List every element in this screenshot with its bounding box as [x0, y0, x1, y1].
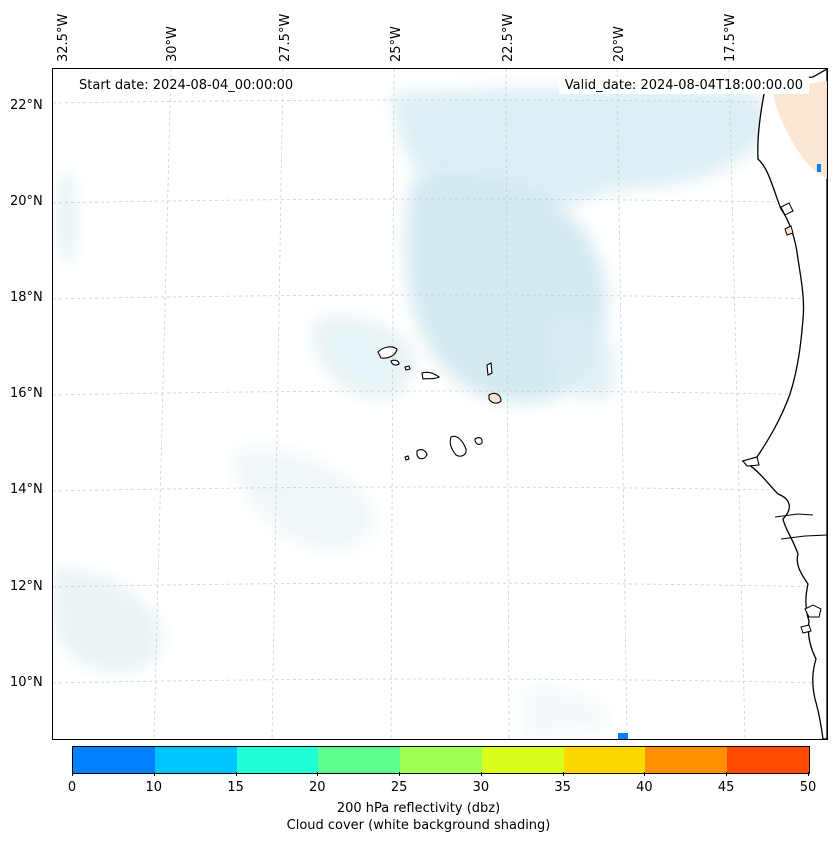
- lon-label-27-5w: 27.5°W: [278, 13, 293, 62]
- colorbar-tick-mark: [399, 772, 401, 776]
- map-panel[interactable]: Start date: 2024-08-04_00:00:00 Valid_da…: [52, 68, 828, 740]
- meridian-27-5w: [271, 69, 284, 739]
- lon-label-30w: 30°W: [165, 26, 180, 62]
- colorbar-ticks: 0 10 15 20 25 30 35 40 45 50: [68, 772, 816, 802]
- reflectivity-cell-coast: [817, 164, 821, 172]
- lon-label-22-5w: 22.5°W: [501, 13, 516, 62]
- colorbar-tick-mark: [153, 772, 155, 776]
- lat-label-20n: 20°N: [10, 194, 43, 209]
- lat-label-22n: 22°N: [10, 98, 43, 113]
- guinea-bissau-islands: [804, 604, 822, 618]
- colorbar-tick-label: 15: [227, 780, 244, 795]
- island-fogo: [416, 449, 428, 460]
- colorbar-tick-mark: [72, 772, 73, 776]
- colorbar-segment-25-30: [400, 747, 482, 773]
- lat-label-18n: 18°N: [10, 290, 43, 305]
- colorbar-tick-label: 25: [390, 780, 408, 795]
- lat-label-12n: 12°N: [10, 579, 43, 594]
- parallel-18n: [53, 294, 827, 300]
- cloud-patch-south-center: [523, 686, 613, 739]
- colorbar-tick-mark: [644, 772, 646, 776]
- colorbar-segment-45-50: [727, 747, 810, 773]
- longitude-labels: 32.5°W 30°W 27.5°W 25°W 22.5°W 20°W 17.5…: [0, 0, 837, 68]
- island-santo-antao: [377, 346, 398, 359]
- island-santiago: [449, 435, 467, 457]
- africa-mainland: [741, 69, 827, 739]
- lon-label-20w: 20°W: [612, 26, 627, 62]
- colorbar-tick-label: 50: [799, 780, 817, 795]
- parallel-22n: [53, 99, 827, 104]
- lon-label-25w: 25°W: [389, 26, 404, 62]
- africa-coastline: [741, 69, 827, 739]
- colorbar-tick-label: 10: [145, 780, 163, 795]
- island-brava: [404, 455, 410, 461]
- meridian-25w: [390, 69, 395, 739]
- gambia-river: [774, 513, 814, 518]
- colorbar-tick-label: 45: [717, 780, 735, 795]
- valid-date-label: Valid_date: 2024-08-04T18:00:00.00: [558, 77, 809, 94]
- casamance-coast: [780, 534, 827, 540]
- reflectivity-returns: [618, 164, 821, 739]
- colorbar-segment-30-35: [481, 747, 564, 773]
- colorbar-tick-label: 0: [67, 780, 77, 795]
- colorbar-segment-20-25: [318, 747, 401, 773]
- cloud-patch-east: [549, 317, 615, 400]
- colorbar-segment-40-45: [645, 747, 728, 773]
- cloud-band-central-west: [313, 315, 416, 399]
- parallel-12n: [53, 582, 827, 588]
- island-boa-vista: [488, 392, 502, 404]
- lon-label-32-5w: 32.5°W: [56, 13, 71, 62]
- graticule: [53, 69, 827, 739]
- lon-label-17-5w: 17.5°W: [723, 13, 738, 62]
- colorbar-tick-mark: [726, 772, 728, 776]
- meridian-20w: [616, 69, 628, 739]
- colorbar-tick-mark: [480, 772, 482, 776]
- meridian-17-5w: [728, 69, 746, 739]
- colorbar-label: 200 hPa reflectivity (dbz): [336, 801, 501, 816]
- parallel-16n: [53, 390, 827, 396]
- colorbar-tick-label: 40: [636, 780, 653, 795]
- cape-verde-islands: [377, 346, 502, 461]
- parallel-10n: [53, 678, 827, 684]
- island-sao-nicolau: [421, 371, 441, 380]
- colorbar-tick-label: 20: [309, 780, 326, 795]
- parallel-20n: [53, 198, 827, 204]
- colorbar-tick-mark: [808, 772, 809, 776]
- colorbar-tick-label: 30: [472, 780, 490, 795]
- coast-islet-b: [784, 225, 794, 236]
- reflectivity-cell-south: [618, 733, 628, 739]
- colorbar-tick-label: 35: [554, 780, 571, 795]
- colorbar-segment-0-10: [73, 747, 155, 773]
- meridian-30w: [153, 69, 172, 739]
- island-sal: [486, 362, 493, 376]
- dakar-peninsula: [742, 456, 760, 467]
- island-santa-luzia: [404, 365, 411, 371]
- colorbar-sublabel: Cloud cover (white background shading): [286, 818, 551, 833]
- colorbar-tick-mark: [562, 772, 564, 776]
- parallel-14n: [53, 486, 827, 492]
- lat-label-16n: 16°N: [10, 386, 43, 401]
- meridian-22-5w: [505, 69, 510, 739]
- island-sao-vicente: [390, 359, 400, 366]
- start-date-label: Start date: 2024-08-04_00:00:00: [73, 77, 300, 94]
- coast-islet-a: [780, 202, 794, 216]
- lat-label-10n: 10°N: [10, 675, 43, 690]
- reflectivity-colorbar: [72, 746, 810, 774]
- cloud-strip-west: [59, 169, 74, 264]
- map-canvas: [53, 69, 827, 739]
- colorbar-segment-10-15: [154, 747, 237, 773]
- cloud-band-south: [233, 447, 375, 552]
- colorbar-segment-35-40: [563, 747, 646, 773]
- colorbar-tick-mark: [317, 772, 319, 776]
- colorbar-tick-mark: [235, 772, 237, 776]
- cloud-cover-shading: [53, 86, 773, 739]
- land-sahara-edge: [773, 81, 827, 179]
- colorbar-segment-15-20: [236, 747, 319, 773]
- bijagos-islet: [800, 624, 812, 634]
- cloud-band-north: [393, 86, 773, 206]
- lat-label-14n: 14°N: [10, 482, 43, 497]
- cloud-band-southwest: [53, 568, 163, 673]
- island-maio: [474, 437, 483, 445]
